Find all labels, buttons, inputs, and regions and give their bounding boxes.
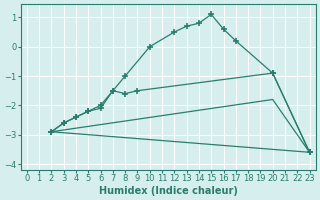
X-axis label: Humidex (Indice chaleur): Humidex (Indice chaleur) [99, 186, 238, 196]
